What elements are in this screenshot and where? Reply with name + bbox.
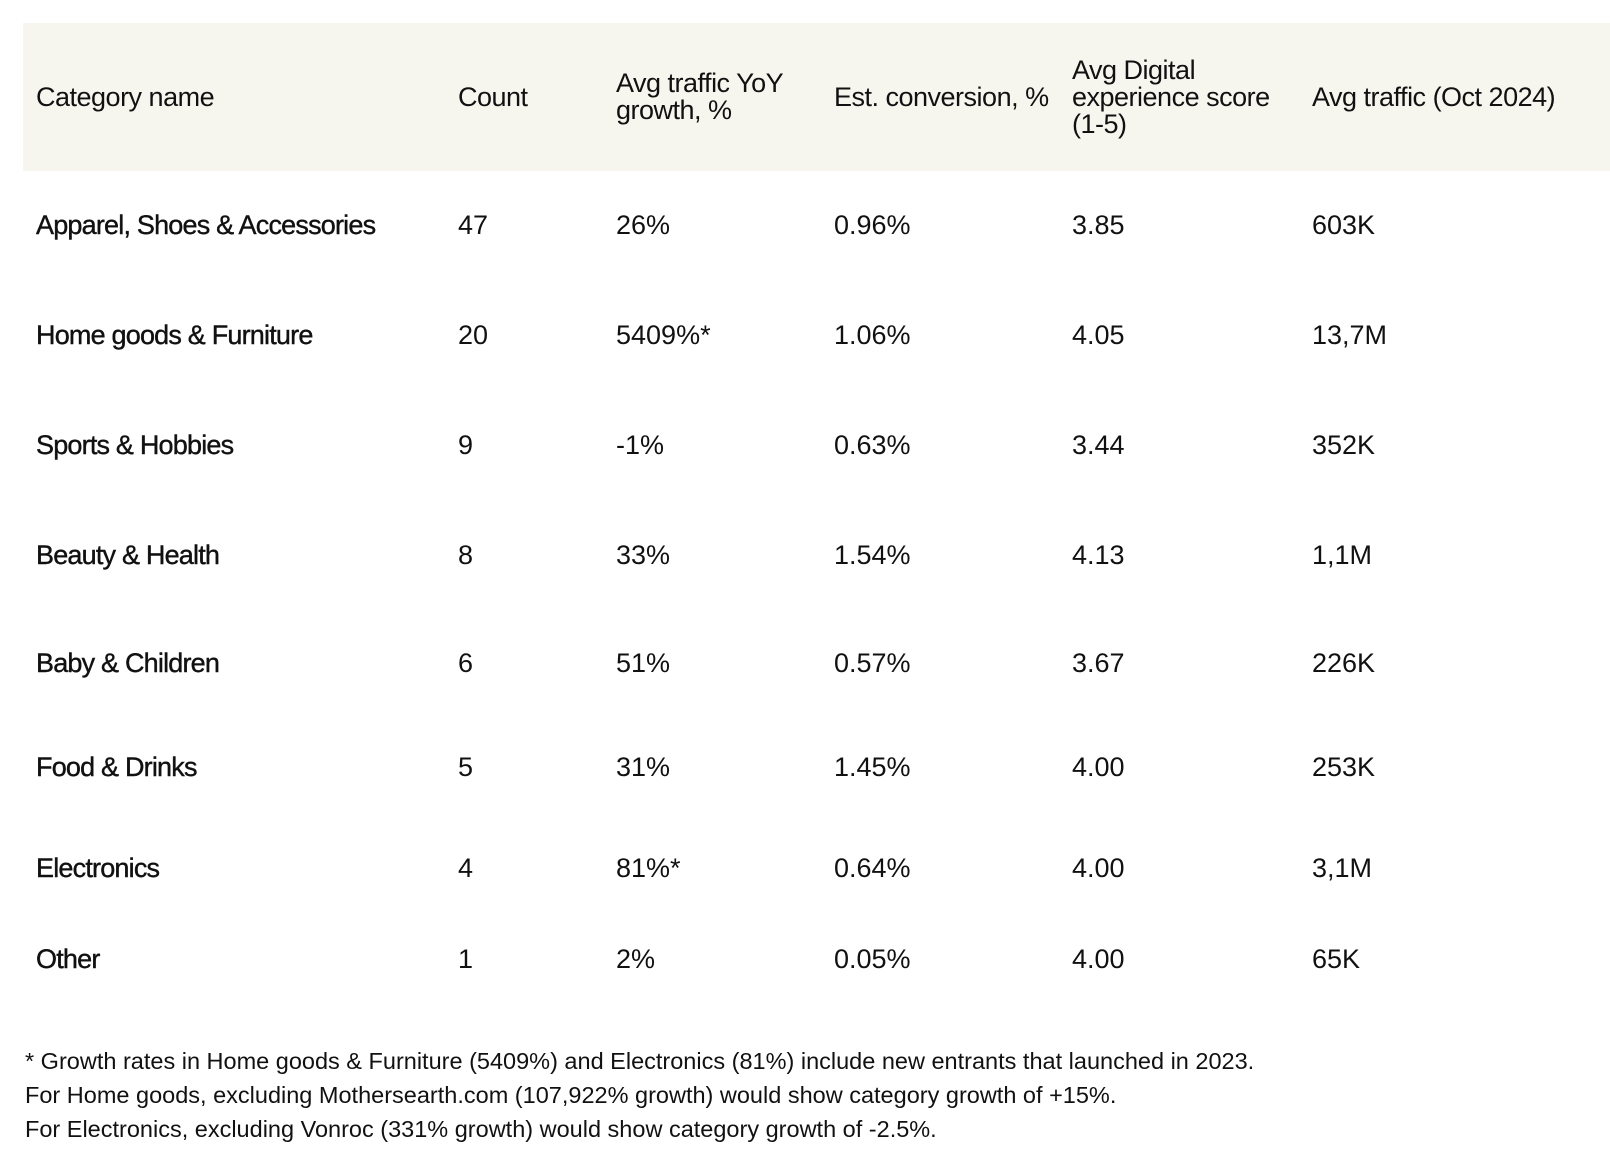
cell-score: 4.00 [1072, 853, 1125, 883]
table-row: Other 1 2% 0.05% 4.00 65K [23, 917, 1610, 1001]
cell-traffic: 603K [1312, 210, 1376, 240]
cell-growth: 51% [616, 648, 671, 678]
cell-score: 4.00 [1072, 944, 1125, 974]
table-row: Sports & Hobbies 9 -1% 0.63% 3.44 352K [23, 391, 1610, 499]
cell-traffic: 226K [1312, 648, 1376, 678]
category-table-container: Category name Count Avg traffic YoY grow… [23, 23, 1610, 1001]
table-row: Electronics 4 81%* 0.64% 4.00 3,1M [23, 819, 1610, 917]
category-table: Category name Count Avg traffic YoY grow… [23, 23, 1610, 1001]
cell-category: Sports & Hobbies [36, 430, 235, 460]
table-body: Apparel, Shoes & Accessories 47 26% 0.96… [23, 171, 1610, 1001]
header-avg-traffic: Avg traffic (Oct 2024) [1312, 81, 1556, 112]
cell-traffic: 65K [1312, 944, 1361, 974]
header-category-name: Category name [36, 81, 215, 112]
table-row: Beauty & Health 8 33% 1.54% 4.13 1,1M [23, 499, 1610, 611]
header-row: Category name Count Avg traffic YoY grow… [23, 23, 1610, 171]
cell-growth: -1% [616, 430, 665, 460]
cell-category: Apparel, Shoes & Accessories [36, 210, 376, 240]
cell-score: 4.13 [1072, 540, 1125, 570]
table-row: Food & Drinks 5 31% 1.45% 4.00 253K [23, 715, 1610, 819]
cell-category: Beauty & Health [36, 540, 220, 570]
cell-category: Electronics [36, 853, 160, 883]
cell-conversion: 1.45% [834, 752, 911, 782]
cell-traffic: 352K [1312, 430, 1376, 460]
cell-score: 4.00 [1072, 752, 1125, 782]
cell-growth: 2% [616, 944, 656, 974]
table-row: Apparel, Shoes & Accessories 47 26% 0.96… [23, 171, 1610, 279]
cell-traffic: 253K [1312, 752, 1376, 782]
cell-growth: 81%* [616, 853, 681, 883]
cell-conversion: 1.06% [834, 320, 911, 350]
cell-count: 4 [458, 853, 474, 883]
footnotes: * Growth rates in Home goods & Furniture… [25, 1044, 1254, 1146]
footnote-line: * Growth rates in Home goods & Furniture… [25, 1048, 1255, 1074]
cell-growth: 5409%* [616, 320, 711, 350]
cell-conversion: 0.57% [834, 648, 911, 678]
cell-score: 3.67 [1072, 648, 1125, 678]
footnote-line: For Home goods, excluding Mothersearth.c… [25, 1082, 1117, 1108]
cell-conversion: 0.64% [834, 853, 911, 883]
cell-category: Home goods & Furniture [36, 320, 314, 350]
table-row: Baby & Children 6 51% 0.57% 3.67 226K [23, 611, 1610, 715]
cell-category: Food & Drinks [36, 752, 198, 782]
cell-count: 9 [458, 430, 474, 460]
cell-traffic: 1,1M [1312, 540, 1373, 570]
cell-category: Other [36, 944, 101, 974]
header-digital-score: Avg Digital experience score (1-5) [1072, 54, 1270, 139]
cell-conversion: 0.63% [834, 430, 911, 460]
header-conversion: Est. conversion, % [834, 81, 1049, 112]
cell-growth: 31% [616, 752, 671, 782]
cell-traffic: 13,7M [1312, 320, 1388, 350]
cell-count: 6 [458, 648, 474, 678]
cell-category: Baby & Children [36, 648, 220, 678]
header-traffic-growth: Avg traffic YoY growth, % [616, 68, 783, 125]
cell-count: 1 [458, 944, 474, 974]
cell-conversion: 0.96% [834, 210, 911, 240]
table-row: Home goods & Furniture 20 5409%* 1.06% 4… [23, 279, 1610, 391]
cell-score: 4.05 [1072, 320, 1125, 350]
cell-count: 47 [458, 210, 489, 240]
table-header: Category name Count Avg traffic YoY grow… [23, 23, 1610, 171]
cell-count: 8 [458, 540, 474, 570]
cell-traffic: 3,1M [1312, 853, 1373, 883]
header-count: Count [458, 81, 528, 112]
cell-count: 20 [458, 320, 489, 350]
cell-score: 3.85 [1072, 210, 1125, 240]
cell-growth: 26% [616, 210, 671, 240]
cell-conversion: 1.54% [834, 540, 911, 570]
cell-growth: 33% [616, 540, 671, 570]
footnote-line: For Electronics, excluding Vonroc (331% … [25, 1116, 937, 1142]
cell-conversion: 0.05% [834, 944, 911, 974]
cell-count: 5 [458, 752, 474, 782]
cell-score: 3.44 [1072, 430, 1125, 460]
